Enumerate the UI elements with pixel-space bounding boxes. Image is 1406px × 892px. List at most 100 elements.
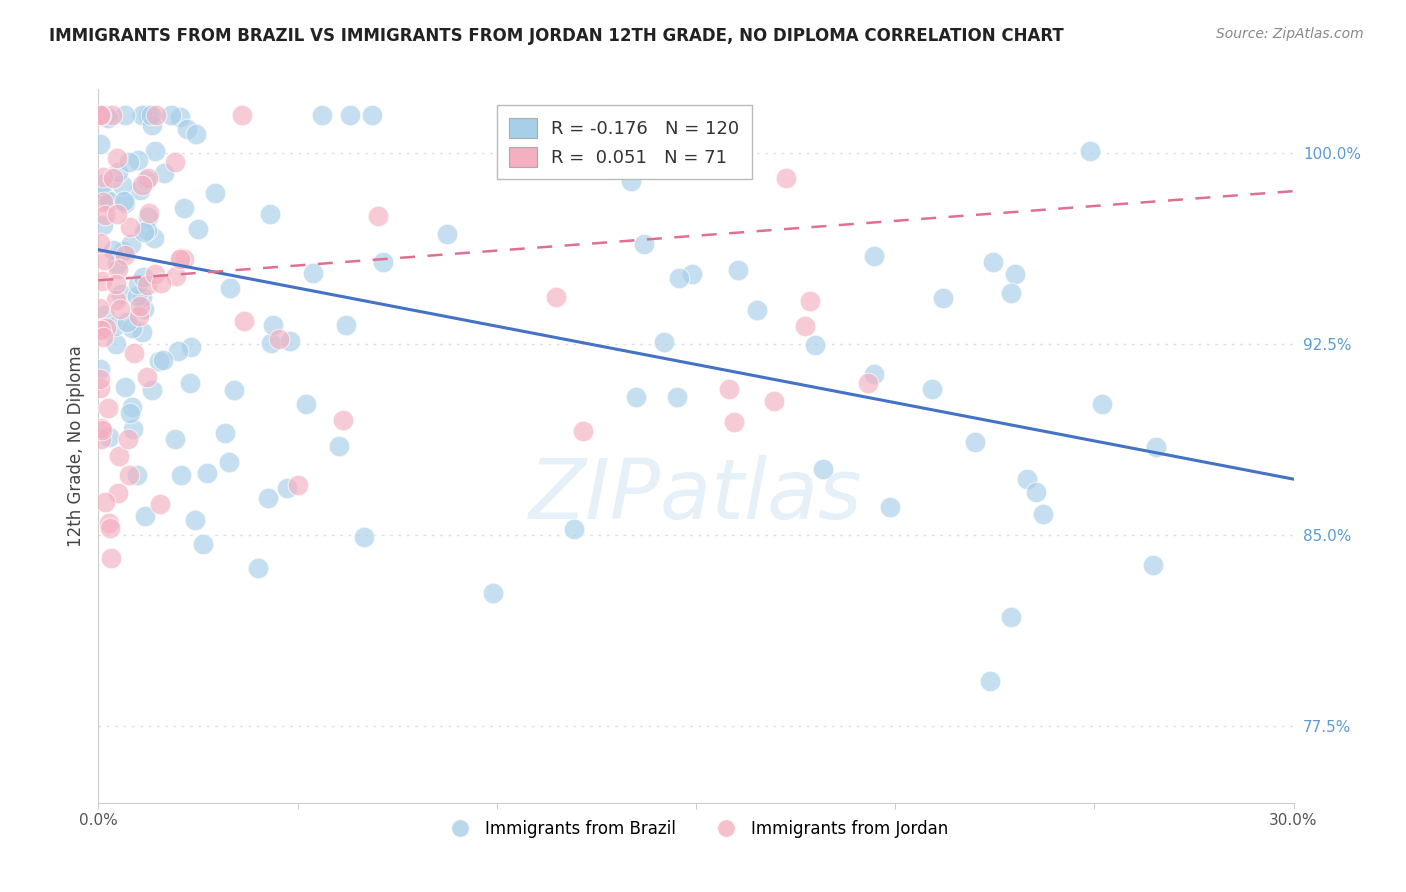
- Point: [105, 151, 128, 165]
- Point: [436, 227, 458, 241]
- Point: [105, 257, 128, 271]
- Point: [98, 430, 121, 444]
- Point: [633, 236, 655, 251]
- Point: [89, 322, 111, 336]
- Point: [879, 500, 901, 514]
- Point: [105, 207, 128, 221]
- Point: [169, 252, 191, 267]
- Point: [136, 370, 159, 384]
- Point: [152, 352, 174, 367]
- Point: [921, 382, 943, 396]
- Point: [652, 334, 675, 349]
- Point: [101, 108, 124, 122]
- Point: [287, 478, 309, 492]
- Point: [166, 344, 188, 359]
- Point: [127, 153, 149, 167]
- Point: [163, 155, 186, 169]
- Y-axis label: 12th Grade, No Diploma: 12th Grade, No Diploma: [66, 345, 84, 547]
- Point: [117, 155, 139, 169]
- Point: [668, 271, 690, 285]
- Point: [114, 195, 136, 210]
- Point: [173, 252, 195, 266]
- Point: [267, 332, 290, 346]
- Point: [110, 178, 132, 192]
- Point: [295, 396, 318, 410]
- Point: [117, 432, 139, 446]
- Point: [1078, 144, 1101, 158]
- Point: [127, 277, 149, 292]
- Point: [138, 206, 160, 220]
- Point: [118, 406, 141, 420]
- Point: [100, 551, 122, 566]
- Point: [98, 516, 121, 530]
- Point: [328, 439, 350, 453]
- Point: [1004, 267, 1026, 281]
- Point: [89, 108, 111, 122]
- Point: [231, 108, 253, 122]
- Point: [89, 381, 111, 395]
- Point: [136, 211, 159, 225]
- Point: [219, 281, 242, 295]
- Point: [169, 111, 191, 125]
- Legend: Immigrants from Brazil, Immigrants from Jordan: Immigrants from Brazil, Immigrants from …: [437, 814, 955, 845]
- Point: [1000, 610, 1022, 624]
- Point: [131, 326, 153, 340]
- Point: [1144, 440, 1167, 454]
- Point: [257, 491, 280, 505]
- Point: [214, 426, 236, 441]
- Point: [141, 108, 163, 122]
- Point: [121, 422, 143, 436]
- Point: [149, 497, 172, 511]
- Point: [136, 170, 159, 185]
- Point: [132, 302, 155, 317]
- Point: [141, 384, 163, 398]
- Point: [262, 318, 284, 333]
- Point: [135, 277, 157, 292]
- Point: [280, 334, 302, 349]
- Point: [104, 318, 127, 333]
- Point: [135, 173, 157, 187]
- Text: Source: ZipAtlas.com: Source: ZipAtlas.com: [1216, 27, 1364, 41]
- Point: [131, 108, 153, 122]
- Point: [170, 468, 193, 483]
- Point: [101, 170, 124, 185]
- Point: [135, 222, 157, 236]
- Point: [932, 291, 955, 305]
- Point: [1090, 397, 1112, 411]
- Point: [120, 236, 142, 251]
- Point: [222, 384, 245, 398]
- Point: [97, 111, 120, 125]
- Point: [218, 455, 240, 469]
- Point: [482, 586, 505, 600]
- Point: [165, 268, 187, 283]
- Point: [149, 276, 172, 290]
- Point: [681, 268, 703, 282]
- Point: [332, 413, 354, 427]
- Point: [259, 207, 281, 221]
- Point: [813, 462, 835, 476]
- Point: [129, 300, 152, 314]
- Point: [91, 423, 114, 437]
- Point: [723, 138, 745, 153]
- Point: [145, 108, 167, 122]
- Point: [89, 361, 111, 376]
- Point: [114, 108, 136, 122]
- Point: [90, 432, 112, 446]
- Point: [93, 330, 115, 344]
- Point: [98, 521, 121, 535]
- Point: [110, 287, 132, 301]
- Point: [965, 435, 987, 450]
- Text: ZIPatlas: ZIPatlas: [529, 456, 863, 536]
- Point: [141, 118, 163, 132]
- Point: [97, 194, 120, 208]
- Point: [856, 376, 879, 390]
- Point: [108, 449, 131, 463]
- Point: [93, 308, 115, 322]
- Point: [179, 376, 201, 390]
- Point: [276, 481, 298, 495]
- Point: [89, 372, 111, 386]
- Point: [89, 301, 111, 316]
- Point: [195, 466, 218, 480]
- Point: [89, 108, 111, 122]
- Point: [804, 338, 827, 352]
